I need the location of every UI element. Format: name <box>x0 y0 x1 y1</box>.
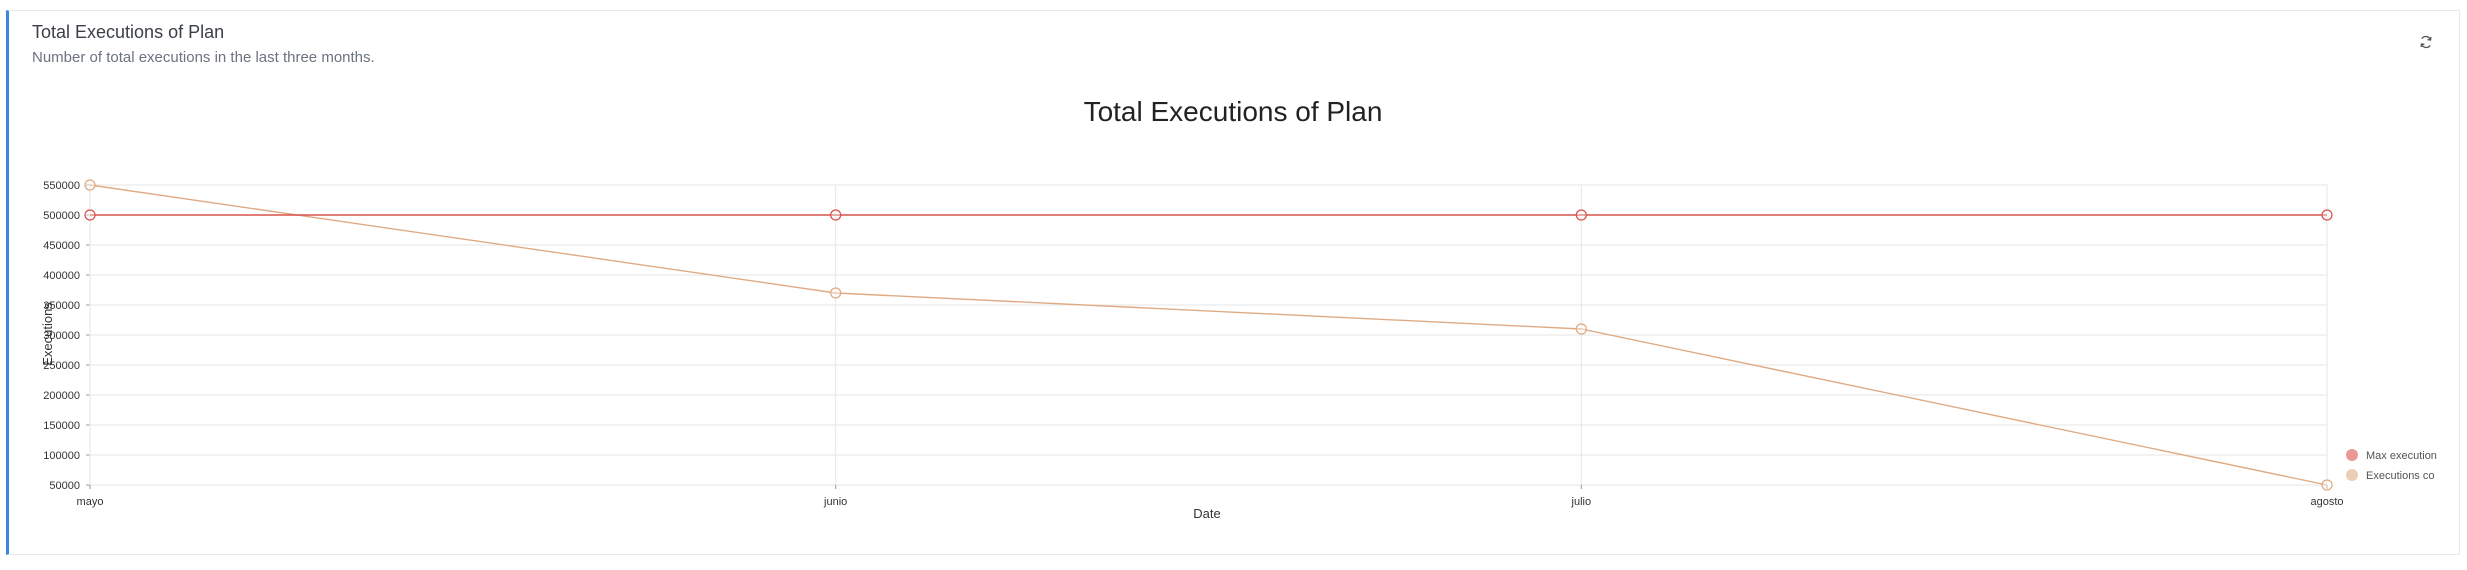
data-point-0 <box>1575 209 1587 221</box>
data-point-0 <box>830 209 842 221</box>
y-tick-label: 550000 <box>43 180 80 192</box>
y-tick-label: 350000 <box>43 300 80 312</box>
y-tick-label: 200000 <box>43 390 80 402</box>
card-subtitle: Number of total executions in the last t… <box>32 49 375 66</box>
data-point-0 <box>84 209 96 221</box>
x-axis-label: Date <box>1193 506 1220 521</box>
x-tick-label: junio <box>823 496 847 508</box>
y-tick-label: 100000 <box>43 450 80 462</box>
series-line-1 <box>89 184 2328 486</box>
data-point-0 <box>2321 209 2333 221</box>
x-tick-label: agosto <box>2310 496 2343 508</box>
y-tick-label: 500000 <box>43 210 80 222</box>
y-tick-label: 150000 <box>43 420 80 432</box>
legend-swatch <box>2346 449 2358 461</box>
y-tick-label: 250000 <box>43 360 80 372</box>
y-tick-label: 300000 <box>43 330 80 342</box>
x-tick-label: julio <box>1571 496 1592 508</box>
legend-label: Max execution <box>2366 450 2437 462</box>
y-axis-label: Executions <box>40 302 55 366</box>
card-title: Total Executions of Plan <box>32 22 225 42</box>
data-point-1 <box>2321 479 2333 491</box>
data-point-1 <box>84 179 96 191</box>
legend-label: Executions co <box>2366 470 2434 482</box>
data-point-1 <box>1575 323 1587 335</box>
data-point-1 <box>830 287 842 299</box>
y-tick-label: 400000 <box>43 270 80 282</box>
x-tick-label: mayo <box>77 496 104 508</box>
legend-swatch <box>2346 469 2358 481</box>
y-tick-label: 50000 <box>49 480 80 492</box>
chart-card: Total Executions of Plan Number of total… <box>6 10 2460 555</box>
refresh-button[interactable] <box>2413 29 2439 55</box>
y-tick-label: 450000 <box>43 240 80 252</box>
chart-title: Total Executions of Plan <box>1084 96 1383 127</box>
refresh-icon <box>2420 35 2432 49</box>
